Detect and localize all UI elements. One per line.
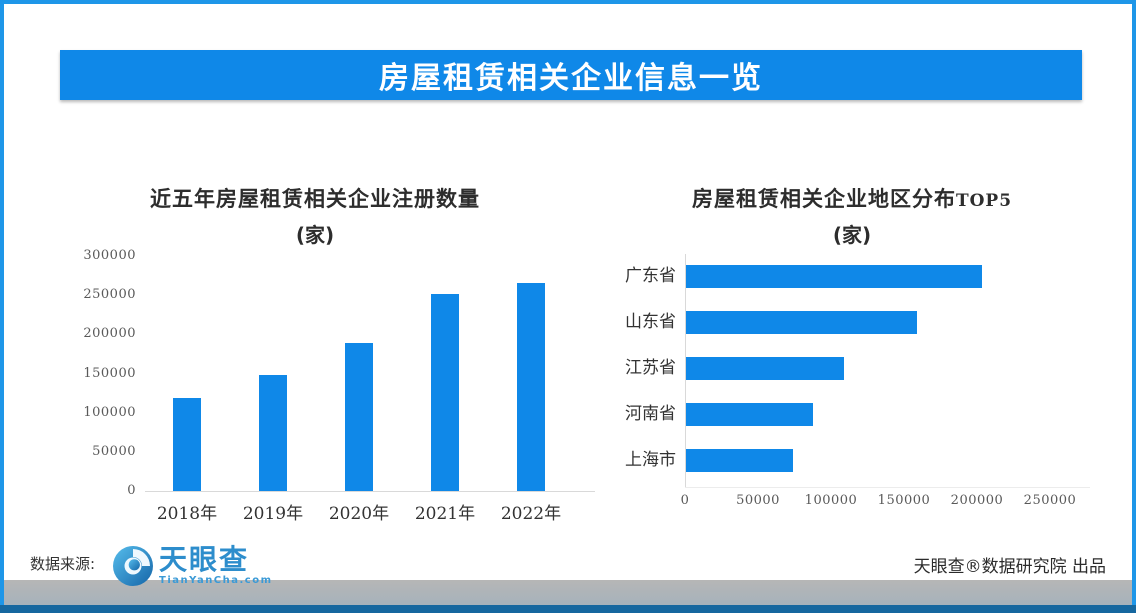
right-chart-xtick-250000: 250000 [1023,493,1077,508]
right-chart-xtick-100000: 100000 [804,493,858,508]
regions-chart-subtitle: (家) [832,223,872,247]
tianyancha-logo: 天眼查 TianYanCha.com [112,545,273,587]
right-chart-category-河南省: 河南省 [625,404,676,424]
left-chart-category-2022年: 2022年 [500,504,562,524]
right-chart-xtick-150000: 150000 [877,493,931,508]
right-chart-category-山东省: 山东省 [625,312,676,332]
left-chart-ytick-150000: 150000 [83,365,136,381]
bottom-accent-strip [0,605,1136,613]
footer-divider-bar [4,580,1132,605]
right-chart-xtick-200000: 200000 [950,493,1004,508]
credit-text: 天眼查®数据研究院 出品 [913,557,1106,577]
right-chart-baseline [685,487,1090,488]
right-chart-category-广东省: 广东省 [625,266,676,286]
left-chart-category-2021年: 2021年 [414,504,476,524]
right-chart-category-上海市: 上海市 [625,450,676,470]
logo-domain: TianYanCha.com [159,575,273,586]
left-chart-bar-2020年 [345,343,373,491]
left-chart-ytick-100000: 100000 [83,404,136,420]
left-chart-ytick-200000: 200000 [83,326,136,342]
right-chart-bar-河南省 [686,403,813,426]
registrations-chart-subtitle: (家) [295,223,335,247]
tianyancha-eye-icon [112,545,154,587]
regions-chart-title: 房屋租赁相关企业地区分布TOP5 [691,187,1013,211]
frame-border-left [0,0,4,613]
left-chart-bar-2022年 [517,283,545,491]
title-banner: 房屋租赁相关企业信息一览 [60,50,1082,100]
logo-name: 天眼查 [159,543,250,576]
right-chart-bar-广东省 [686,265,982,288]
page-title: 房屋租赁相关企业信息一览 [379,61,763,96]
left-chart-bar-2021年 [431,294,459,491]
data-source-label: 数据来源: [30,555,96,573]
frame-border-right [1132,0,1136,613]
right-chart-xtick-50000: 50000 [736,493,780,508]
right-chart-xtick-0: 0 [680,493,690,508]
frame-border-top [0,0,1136,4]
right-chart-bar-江苏省 [686,357,844,380]
left-chart-baseline [145,491,595,492]
left-chart-ytick-300000: 300000 [83,248,136,263]
left-chart-ytick-50000: 50000 [92,443,136,459]
right-chart-category-江苏省: 江苏省 [625,358,676,378]
right-chart-axis-line [685,254,686,487]
left-chart-bar-2019年 [259,375,287,491]
registrations-chart-title: 近五年房屋租赁相关企业注册数量 [150,187,480,211]
right-chart-bar-上海市 [686,449,793,472]
left-chart-ytick-250000: 250000 [83,287,136,303]
right-chart-bar-山东省 [686,311,917,334]
left-chart-category-2019年: 2019年 [242,504,304,524]
left-chart-bar-2018年 [173,398,201,491]
left-chart-ytick-0: 0 [127,483,136,498]
left-chart-category-2020年: 2020年 [328,504,390,524]
left-chart-category-2018年: 2018年 [156,504,218,524]
